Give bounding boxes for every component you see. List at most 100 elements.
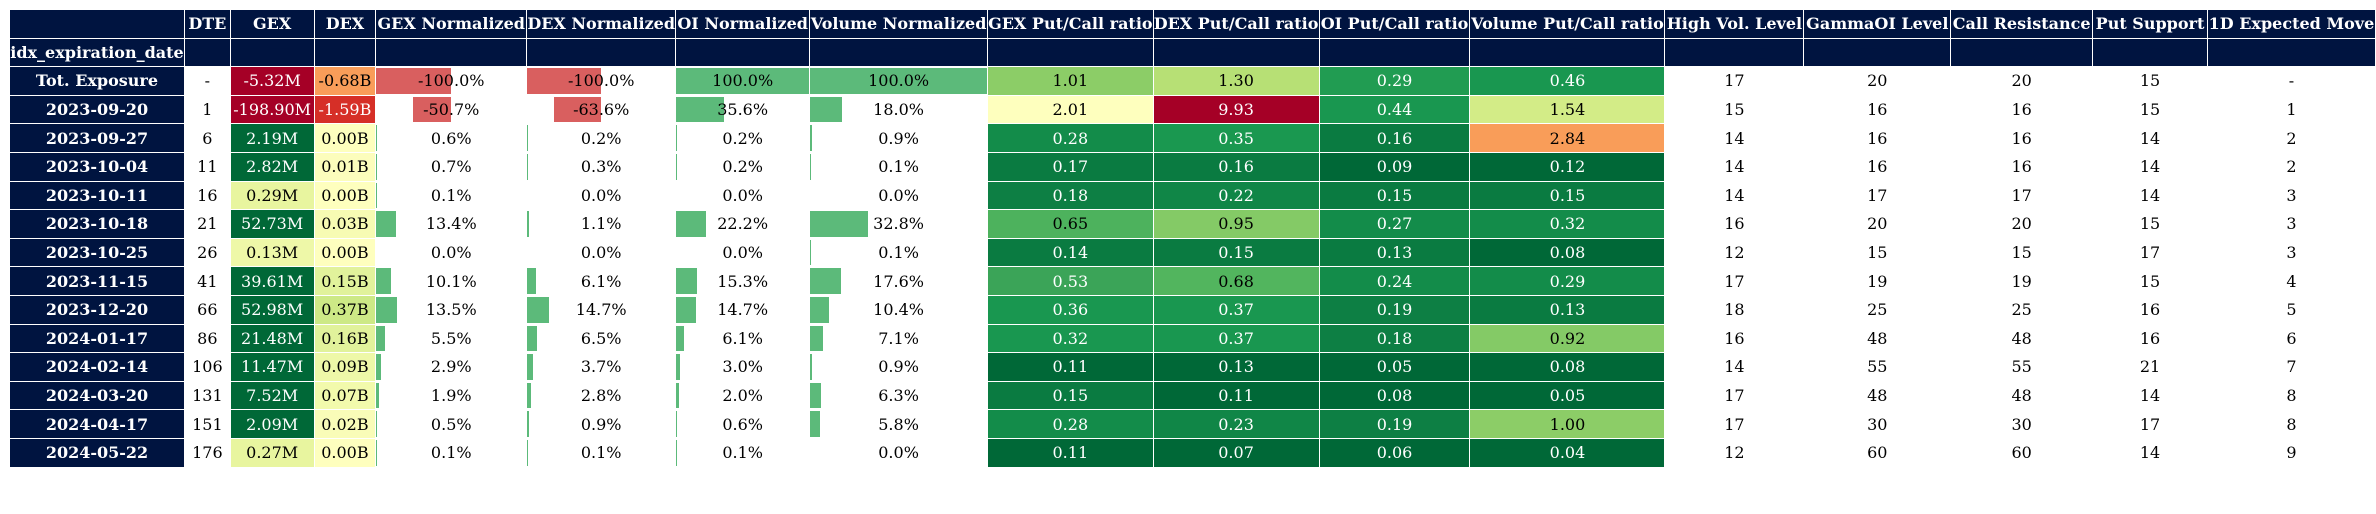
cell-value: 8: [2286, 386, 2297, 406]
cell-value: 0.03B: [321, 214, 369, 234]
col-header-oi-put-call-ratio: OI Put/Call ratio: [1318, 9, 1471, 39]
cell-gex-normalized: 13.5%: [375, 294, 528, 325]
cell-volume-put-call-ratio: 0.13: [1469, 294, 1666, 325]
cell-value: 131: [192, 386, 223, 406]
cell-value: -100.0%: [418, 71, 485, 91]
cell-value: 0.08: [1549, 357, 1586, 377]
cell-value: 0.36: [1052, 300, 1089, 320]
cell-value: 0.15: [1376, 185, 1413, 205]
cell-value: 55: [2011, 357, 2032, 377]
cell-value: 0.9%: [878, 357, 919, 377]
cell-value: 0.00B: [321, 128, 369, 148]
table-row: 2023-10-11 16 0.29M 0.00B 0.1% 0.0% 0.0% 0.0% 0.…: [9, 180, 2376, 211]
cell-volume-put-call-ratio: 0.05: [1469, 380, 1666, 411]
cell-value: 0.19: [1376, 300, 1413, 320]
cell-dex-put-call-ratio: 0.35: [1152, 123, 1320, 153]
cell-value: 0.09: [1376, 157, 1413, 177]
cell-value: 0.07: [1218, 443, 1254, 463]
cell-value: 15.3%: [717, 271, 769, 291]
cell-value: 0.35: [1218, 128, 1254, 148]
cell-dex-put-call-ratio: 0.13: [1152, 352, 1320, 382]
cell-high-vol-level: 14: [1664, 151, 1805, 182]
bar-gex-normalized: [376, 354, 381, 380]
bar-volume-normalized: [810, 325, 823, 352]
cell-dex-put-call-ratio: 9.93: [1152, 94, 1320, 125]
cell-value: 17: [2011, 185, 2032, 205]
cell-dex: 0.00B: [313, 437, 377, 468]
bar-oi-normalized: [676, 211, 706, 237]
cell-dex-normalized: 0.2%: [526, 123, 677, 153]
cell-dte: 176: [183, 437, 231, 468]
cell-put-support: 15: [2092, 266, 2208, 296]
cell-value: 3.0%: [722, 357, 763, 377]
cell-value: 11.47M: [241, 357, 304, 377]
cell-value: 39.61M: [241, 271, 304, 291]
cell-value: 2: [2286, 128, 2297, 148]
cell-value: 1.00: [1549, 414, 1586, 434]
cell-volume-put-call-ratio: 1.54: [1469, 94, 1666, 125]
cell-value: 0.32: [1549, 214, 1586, 234]
cell-value: 0.01B: [321, 157, 369, 177]
cell-gammaoi-level: 25: [1803, 294, 1952, 325]
cell-value: 32.8%: [873, 214, 924, 234]
cell-value: 15: [2139, 271, 2161, 291]
cell-value: 18: [1724, 300, 1745, 320]
cell-put-support: 16: [2092, 323, 2208, 354]
cell-value: 0.14: [1052, 243, 1089, 263]
index-row-blank: [375, 37, 528, 68]
cell-gex: 52.73M: [229, 209, 315, 239]
cell-value: 15: [2011, 243, 2032, 263]
cell-high-vol-level: 17: [1664, 66, 1805, 96]
cell-value: 0.1%: [878, 243, 919, 263]
cell-volume-normalized: 32.8%: [809, 209, 989, 239]
cell-value: 26: [197, 243, 218, 263]
table-row: 2023-10-04 11 2.82M 0.01B 0.7% 0.3% 0.2% 0.1% 0.…: [9, 151, 2376, 182]
cell-oi-put-call-ratio: 0.19: [1318, 409, 1471, 439]
cell-volume-normalized: 100.0%: [809, 66, 989, 96]
cell-value: 0.18: [1052, 185, 1089, 205]
cell-volume-normalized: 0.0%: [809, 437, 989, 468]
cell-oi-normalized: 14.7%: [675, 294, 811, 325]
col-header-dte: DTE: [183, 9, 231, 39]
cell-value: 66: [197, 300, 218, 320]
row-label: 2024-02-14: [9, 352, 185, 382]
cell-gammaoi-level: 16: [1803, 123, 1952, 153]
index-name-row: idx_expiration_date: [9, 37, 2376, 68]
cell-value: 25: [2011, 300, 2032, 320]
row-label: 2023-09-27: [9, 123, 185, 153]
cell-dex-put-call-ratio: 0.23: [1152, 409, 1320, 439]
cell-gex: 2.19M: [229, 123, 315, 153]
cell-value: 17: [1724, 386, 1745, 406]
cell-volume-normalized: 7.1%: [809, 323, 989, 354]
cell-dex-normalized: 0.1%: [526, 437, 677, 468]
cell-value: -: [2288, 71, 2295, 91]
col-header-oi-normalized: OI Normalized: [675, 9, 811, 39]
cell-call-resistance: 60: [1950, 437, 2094, 468]
cell-oi-put-call-ratio: 0.15: [1318, 180, 1471, 211]
cell-value: 48: [2011, 386, 2032, 406]
cell-oi-put-call-ratio: 0.16: [1318, 123, 1471, 153]
cell-value: 0.1%: [722, 443, 763, 463]
cell-value: 14: [2139, 128, 2161, 148]
cell-value: 0.0%: [580, 185, 622, 205]
cell-value: 48: [1867, 328, 1888, 348]
cell-call-resistance: 55: [1950, 352, 2094, 382]
bar-volume-normalized: [810, 382, 822, 409]
cell-value: 10.4%: [873, 300, 924, 320]
index-row-blank: [2206, 37, 2376, 68]
index-row-blank: [229, 37, 315, 68]
index-row-blank: [809, 37, 989, 68]
cell-volume-put-call-ratio: 2.84: [1469, 123, 1666, 153]
cell-value: 14: [1724, 128, 1745, 148]
index-row-blank: [1318, 37, 1471, 68]
cell-value: 0.44: [1376, 100, 1413, 120]
cell-value: 21: [197, 214, 218, 234]
bar-oi-normalized: [676, 354, 681, 380]
cell-high-vol-level: 15: [1664, 94, 1805, 125]
cell-value: 0.05: [1549, 386, 1586, 406]
cell-value: 25: [1867, 300, 1888, 320]
cell-call-resistance: 19: [1950, 266, 2094, 296]
col-header-volume-put-call-ratio: Volume Put/Call ratio: [1469, 9, 1666, 39]
table-row: 2023-11-15 41 39.61M 0.15B 10.1% 6.1% 15.3% 17.…: [9, 266, 2376, 296]
cell-value: 1.54: [1549, 100, 1586, 120]
